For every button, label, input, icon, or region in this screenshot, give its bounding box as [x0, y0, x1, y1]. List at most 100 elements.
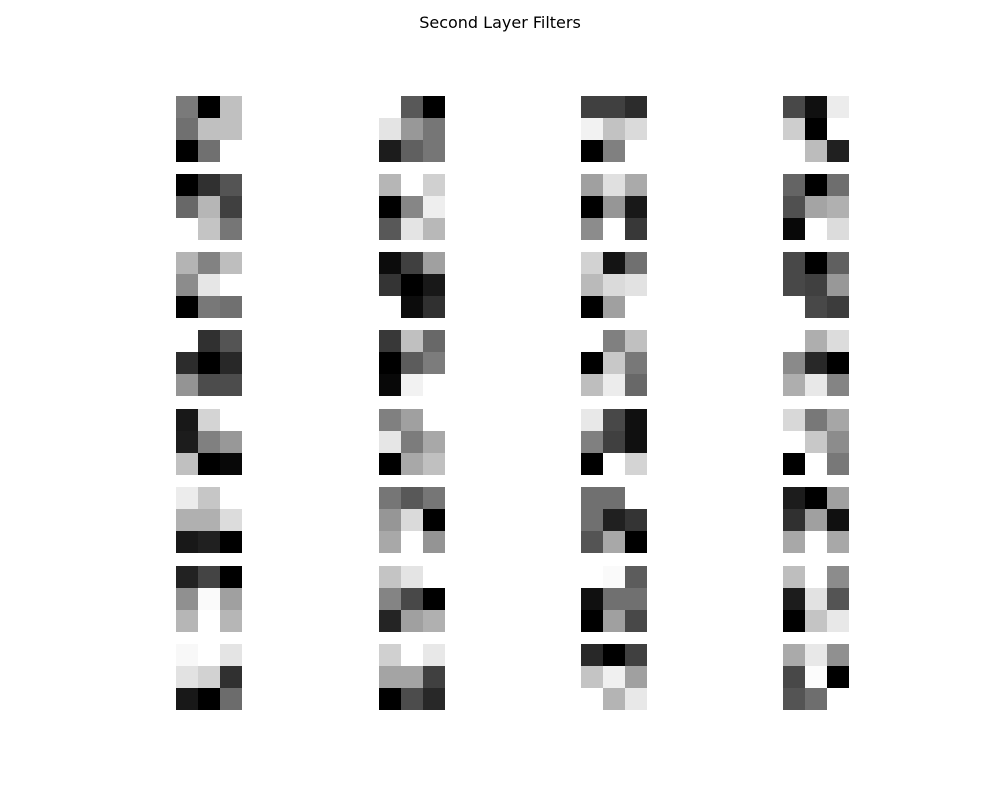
- filter-cell: [805, 409, 827, 431]
- filter-cell: [581, 330, 603, 352]
- filter-cell: [581, 644, 603, 666]
- filter-cell: [176, 531, 198, 553]
- filter-cell: [625, 218, 647, 240]
- filter-cell: [625, 610, 647, 632]
- filter-cell: [625, 509, 647, 531]
- filter-cell: [176, 566, 198, 588]
- filter-cell: [379, 140, 401, 162]
- filter-cell: [401, 96, 423, 118]
- filter-31: [581, 644, 647, 710]
- filter-cell: [379, 218, 401, 240]
- filter-cell: [783, 374, 805, 396]
- filter-cell: [220, 174, 242, 196]
- filter-cell: [379, 409, 401, 431]
- filter-6: [379, 174, 445, 240]
- filter-12: [783, 252, 849, 318]
- filter-cell: [783, 96, 805, 118]
- filter-cell: [379, 174, 401, 196]
- filter-cell: [423, 409, 445, 431]
- filter-cell: [625, 330, 647, 352]
- filter-cell: [827, 610, 849, 632]
- filter-cell: [379, 252, 401, 274]
- filter-cell: [603, 96, 625, 118]
- filter-cell: [805, 509, 827, 531]
- filter-cell: [401, 274, 423, 296]
- filter-cell: [423, 566, 445, 588]
- filter-cell: [581, 688, 603, 710]
- filter-cell: [423, 531, 445, 553]
- filter-cell: [603, 274, 625, 296]
- filter-cell: [423, 118, 445, 140]
- filter-cell: [379, 688, 401, 710]
- filter-cell: [379, 588, 401, 610]
- filter-cell: [379, 374, 401, 396]
- chart-title: Second Layer Filters: [419, 13, 581, 32]
- filter-cell: [198, 296, 220, 318]
- filter-cell: [423, 688, 445, 710]
- filter-cell: [220, 509, 242, 531]
- filter-cell: [198, 666, 220, 688]
- filter-9: [176, 252, 242, 318]
- filter-cell: [379, 296, 401, 318]
- filter-cell: [603, 296, 625, 318]
- filter-cell: [379, 118, 401, 140]
- filter-cell: [625, 644, 647, 666]
- filter-cell: [401, 118, 423, 140]
- filter-cell: [379, 610, 401, 632]
- filter-cell: [827, 453, 849, 475]
- filter-cell: [805, 140, 827, 162]
- filter-cell: [783, 531, 805, 553]
- filter-cell: [603, 666, 625, 688]
- filter-cell: [625, 431, 647, 453]
- filter-cell: [220, 218, 242, 240]
- filter-cell: [176, 274, 198, 296]
- filter-cell: [220, 296, 242, 318]
- filter-21: [176, 487, 242, 553]
- filter-cell: [220, 487, 242, 509]
- filter-cell: [220, 409, 242, 431]
- filter-cell: [198, 610, 220, 632]
- filter-cell: [401, 140, 423, 162]
- filter-cell: [581, 431, 603, 453]
- filter-cell: [401, 252, 423, 274]
- filter-cell: [581, 96, 603, 118]
- filter-22: [379, 487, 445, 553]
- filter-cell: [827, 174, 849, 196]
- filter-cell: [827, 566, 849, 588]
- filter-cell: [401, 409, 423, 431]
- filter-cell: [603, 487, 625, 509]
- filter-cell: [581, 409, 603, 431]
- filter-cell: [827, 509, 849, 531]
- filter-cell: [603, 566, 625, 588]
- filter-cell: [198, 352, 220, 374]
- filter-18: [379, 409, 445, 475]
- filter-cell: [827, 352, 849, 374]
- filter-cell: [198, 118, 220, 140]
- filter-cell: [805, 330, 827, 352]
- filter-cell: [783, 296, 805, 318]
- filter-cell: [220, 140, 242, 162]
- filter-cell: [805, 610, 827, 632]
- filter-cell: [603, 252, 625, 274]
- filter-cell: [198, 588, 220, 610]
- filter-cell: [783, 610, 805, 632]
- filter-cell: [805, 431, 827, 453]
- filter-cell: [401, 218, 423, 240]
- filter-cell: [176, 644, 198, 666]
- filter-cell: [783, 118, 805, 140]
- filter-cell: [423, 453, 445, 475]
- filter-cell: [220, 431, 242, 453]
- filter-cell: [625, 274, 647, 296]
- filter-cell: [176, 330, 198, 352]
- filter-cell: [423, 509, 445, 531]
- filter-cell: [176, 588, 198, 610]
- filter-cell: [379, 196, 401, 218]
- filter-cell: [423, 644, 445, 666]
- filter-cell: [220, 453, 242, 475]
- filter-19: [581, 409, 647, 475]
- filter-cell: [401, 666, 423, 688]
- filter-28: [783, 566, 849, 632]
- filter-cell: [603, 118, 625, 140]
- filter-cell: [581, 610, 603, 632]
